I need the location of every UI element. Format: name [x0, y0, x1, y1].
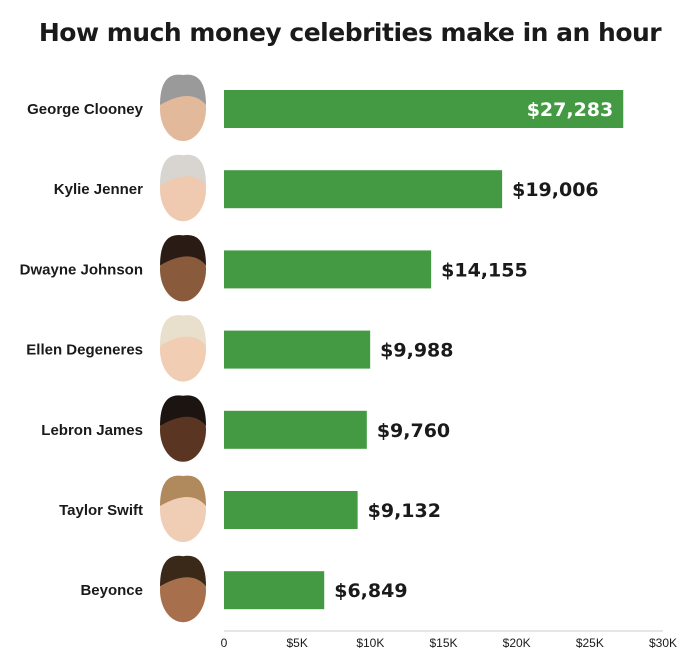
hair-shape	[160, 315, 206, 346]
x-tick-label: $25K	[576, 636, 604, 650]
category-label: Lebron James	[41, 422, 143, 439]
x-tick-label: $15K	[429, 636, 457, 650]
value-label: $9,988	[380, 340, 453, 362]
hair-shape	[160, 475, 206, 506]
hair-shape	[160, 154, 206, 186]
bar	[224, 330, 371, 369]
value-label: $9,760	[377, 420, 450, 442]
category-label: Dwayne Johnson	[20, 261, 143, 278]
value-label: $6,849	[334, 580, 407, 602]
category-label: Beyonce	[80, 582, 143, 599]
chart-title: How much money celebrities make in an ho…	[38, 18, 662, 47]
x-tick-label: $10K	[356, 636, 384, 650]
x-tick-label: $20K	[503, 636, 531, 650]
bar	[224, 410, 367, 449]
bar	[224, 250, 432, 289]
value-label: $19,006	[512, 179, 599, 201]
bar	[224, 90, 624, 128]
x-tick-label: $30K	[649, 636, 677, 650]
bar	[224, 170, 503, 209]
category-label: Ellen Degeneres	[26, 342, 143, 359]
category-label: George Clooney	[27, 101, 144, 118]
value-label: $14,155	[441, 259, 528, 281]
hair-shape	[160, 234, 206, 266]
category-label: Taylor Swift	[59, 502, 143, 519]
value-label: $9,132	[368, 500, 441, 522]
x-tick-label: $5K	[286, 636, 307, 650]
bar	[224, 571, 325, 610]
bar	[224, 491, 358, 529]
hair-shape	[160, 395, 206, 426]
value-label: $27,283	[527, 99, 614, 121]
category-label: Kylie Jenner	[54, 181, 143, 198]
hair-shape	[160, 555, 206, 587]
x-tick-label: 0	[221, 636, 228, 650]
hair-shape	[160, 74, 206, 105]
